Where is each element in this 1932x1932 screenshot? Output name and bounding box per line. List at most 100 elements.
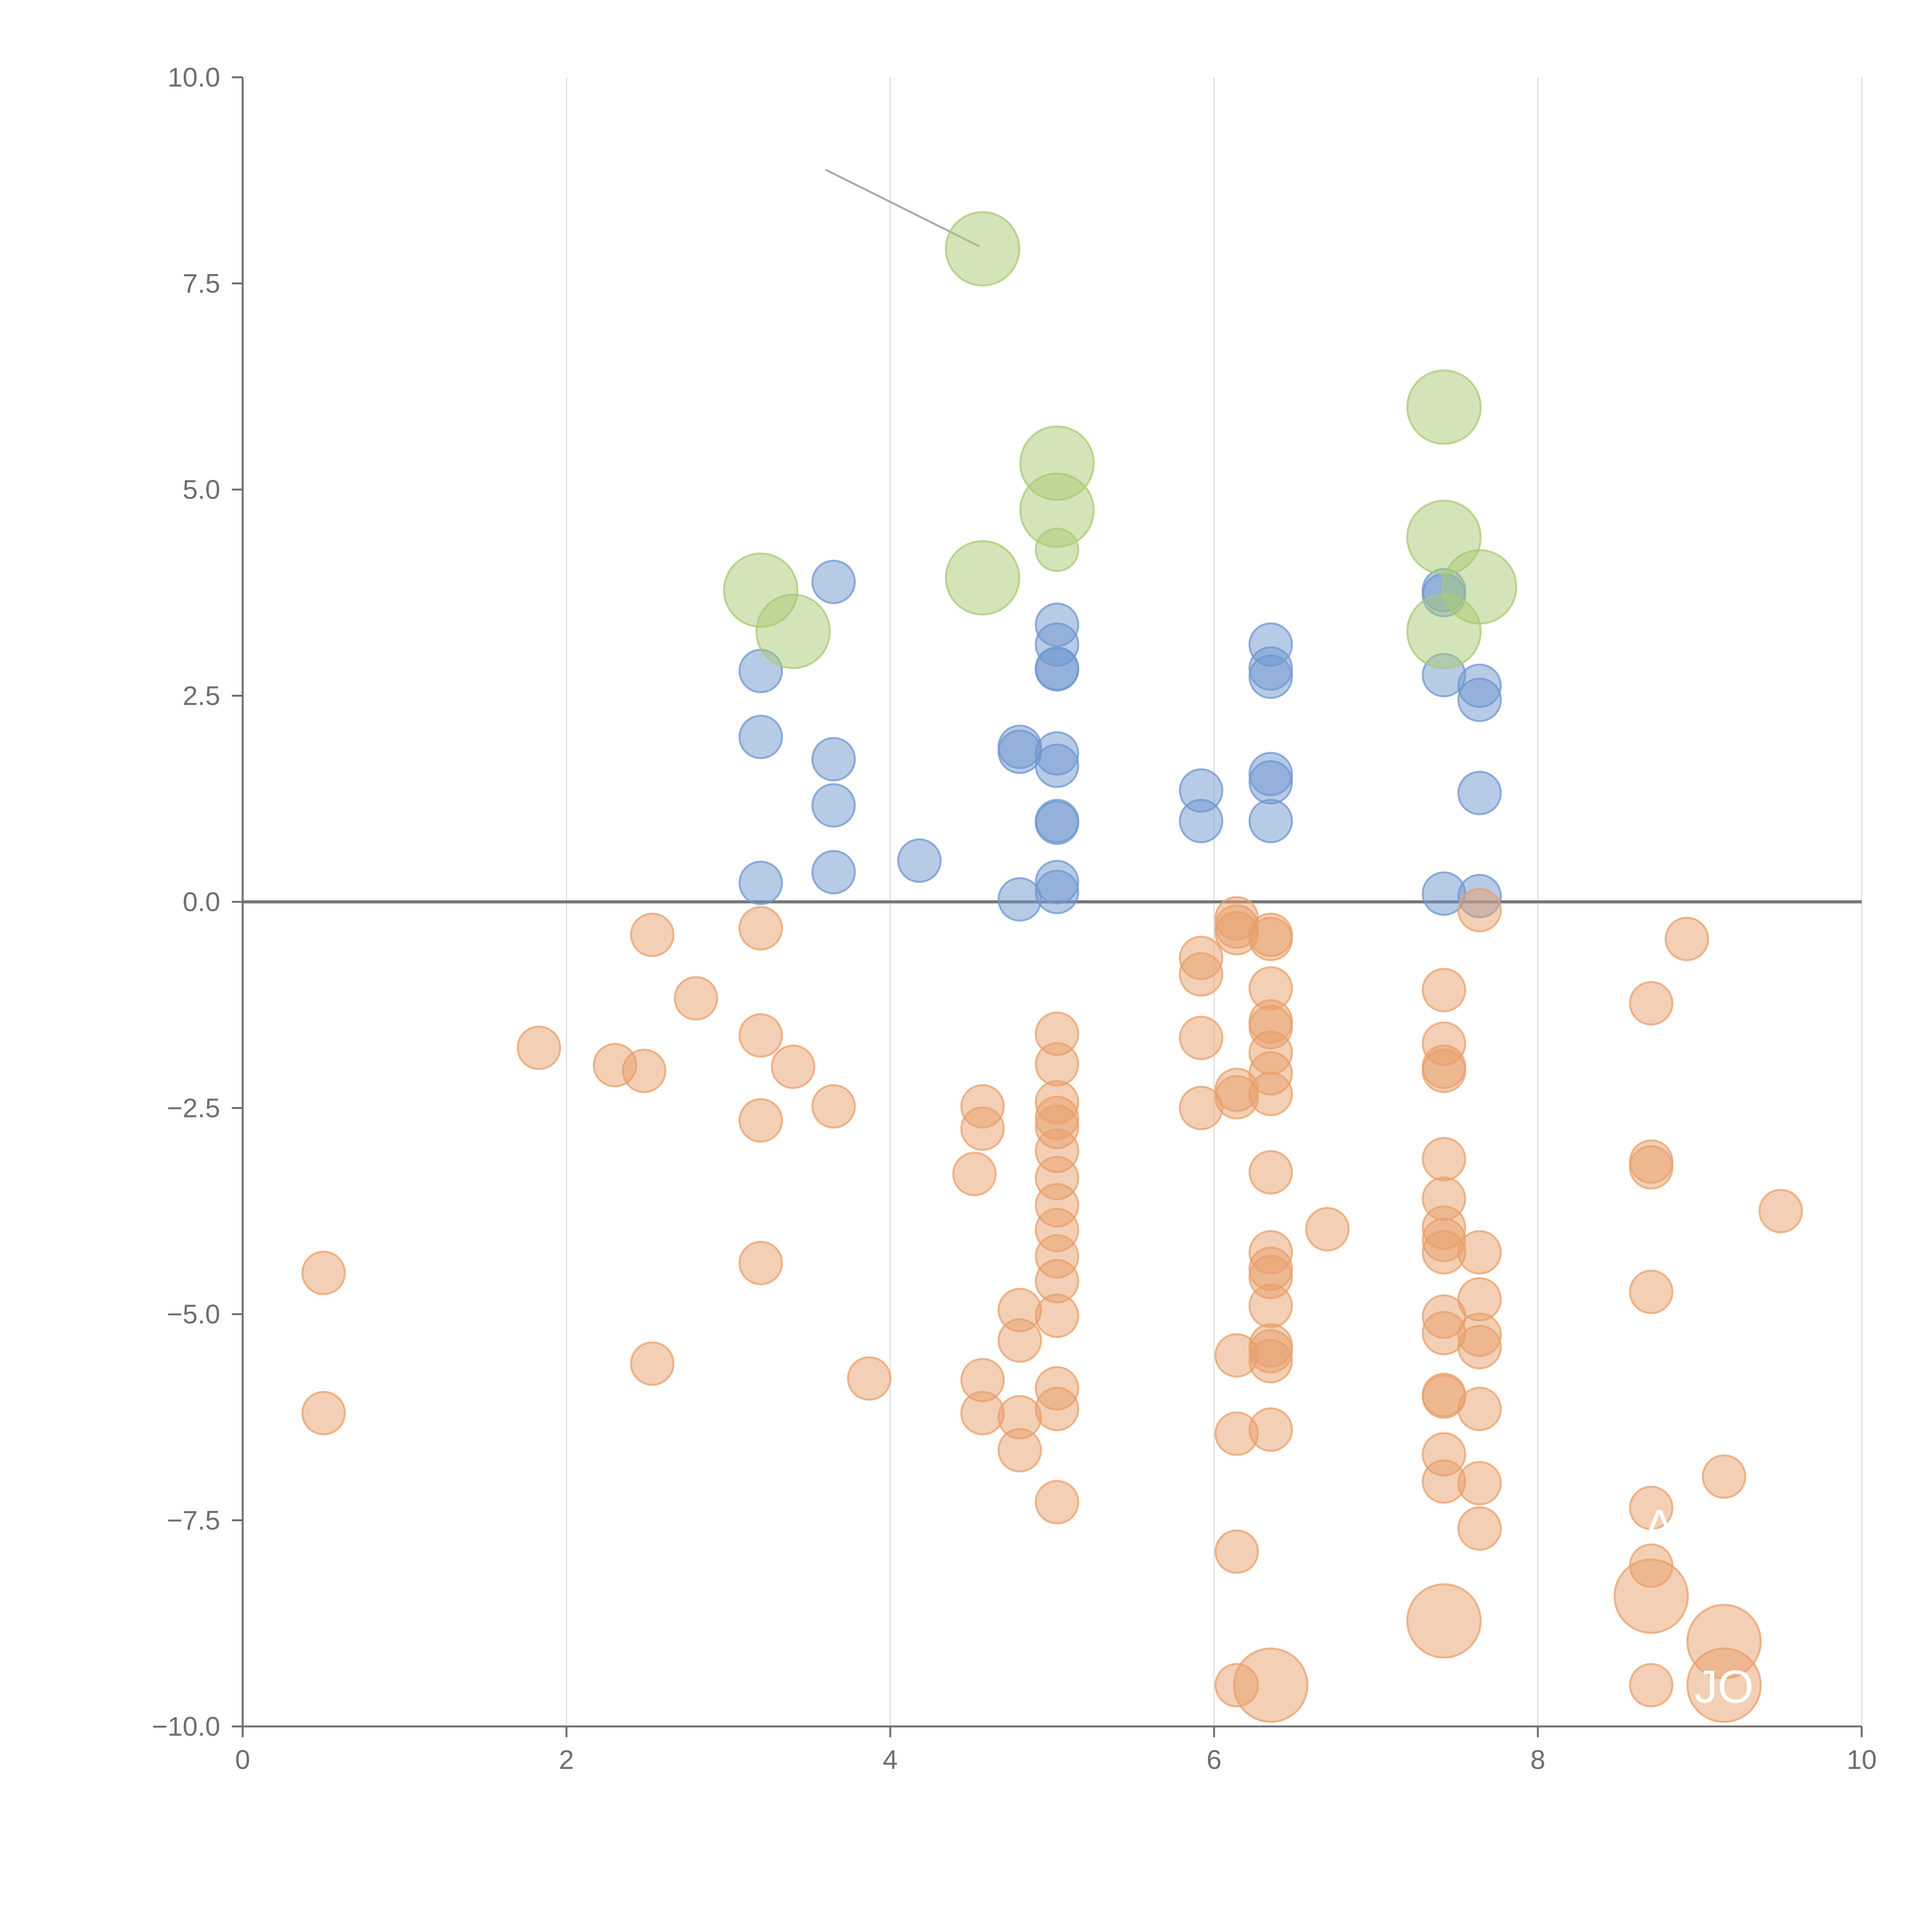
data-point	[847, 1356, 892, 1401]
data-point	[1629, 1145, 1673, 1190]
data-point	[1702, 1454, 1747, 1499]
y-tick-label: 10.0	[168, 62, 220, 92]
y-tick-label: 5.0	[183, 474, 220, 505]
data-point	[1457, 1506, 1502, 1551]
data-point	[960, 1391, 1005, 1435]
y-tick-label: 2.5	[183, 681, 220, 711]
data-point	[301, 1391, 346, 1435]
data-point	[673, 976, 718, 1021]
data-point	[1759, 1189, 1803, 1233]
data-point	[811, 737, 856, 782]
data-point	[1035, 1480, 1080, 1525]
data-point	[1406, 1583, 1482, 1659]
data-point	[738, 906, 783, 951]
data-point	[1305, 1207, 1350, 1252]
data-point	[1686, 1647, 1762, 1723]
data-point	[1035, 1042, 1080, 1087]
data-point	[1457, 888, 1502, 932]
data-point	[738, 861, 783, 905]
annotation-label: JO	[1694, 1661, 1753, 1713]
data-point	[997, 1428, 1042, 1473]
data-point	[960, 1106, 1005, 1151]
data-point	[1629, 1269, 1673, 1314]
data-point	[997, 877, 1042, 922]
data-point	[301, 1250, 346, 1295]
data-point	[1457, 1325, 1502, 1369]
data-point	[1248, 654, 1293, 699]
data-point	[1457, 1461, 1502, 1505]
data-point	[1035, 647, 1080, 692]
data-point	[1629, 981, 1673, 1026]
data-point	[1422, 968, 1466, 1012]
data-point	[1248, 1071, 1293, 1116]
data-point	[738, 714, 783, 759]
y-tick-label: −5.0	[167, 1299, 220, 1329]
data-point	[1457, 1230, 1502, 1275]
data-point	[1035, 743, 1080, 788]
data-point	[738, 1241, 783, 1286]
y-tick-label: −7.5	[167, 1505, 220, 1536]
data-point	[738, 1013, 783, 1058]
data-point	[517, 1026, 561, 1070]
data-point	[897, 838, 942, 883]
data-point	[1457, 1386, 1502, 1431]
data-point	[1035, 527, 1080, 572]
data-point	[1248, 799, 1293, 844]
data-point	[1248, 917, 1293, 961]
x-tick-label: 8	[1531, 1745, 1546, 1775]
data-point	[1406, 594, 1482, 669]
data-point	[1422, 1048, 1466, 1093]
data-point	[1179, 1015, 1223, 1060]
y-tick-label: 0.0	[183, 887, 220, 917]
data-point	[1613, 1558, 1689, 1634]
data-point	[622, 1048, 667, 1093]
data-point	[1629, 1485, 1673, 1530]
data-point	[738, 1098, 783, 1143]
data-point	[1406, 369, 1482, 445]
data-point	[811, 783, 856, 828]
data-point	[945, 540, 1020, 616]
x-tick-label: 4	[883, 1745, 898, 1775]
data-point	[755, 594, 831, 669]
x-tick-label: 2	[559, 1745, 574, 1775]
annotation-label: A	[1644, 1500, 1675, 1552]
data-point	[630, 1341, 675, 1386]
axes: 0 2 4 6 8 10 −10.0 −7.5 −5.0 −2.5 0.0 2.5 5.0 7.5 10.0	[152, 62, 1877, 1775]
data-point	[1179, 799, 1223, 844]
data-point	[1457, 770, 1502, 815]
data-point	[1035, 800, 1080, 845]
data-point	[1248, 1150, 1293, 1195]
data-point	[945, 211, 1020, 287]
x-tick-label: 0	[235, 1745, 250, 1775]
y-tick-label: 7.5	[183, 269, 220, 299]
data-point	[1035, 869, 1080, 914]
x-tick-label: 10	[1847, 1745, 1877, 1775]
data-point	[771, 1044, 816, 1089]
data-point	[1035, 1386, 1080, 1431]
data-points	[301, 211, 1803, 1723]
data-point	[811, 560, 856, 604]
annotation-labels: JO A	[1644, 1500, 1753, 1713]
data-point	[1248, 1339, 1293, 1384]
data-point	[1035, 1293, 1080, 1338]
data-point	[811, 1084, 856, 1129]
data-point	[1248, 760, 1293, 805]
x-tick-label: 6	[1207, 1745, 1222, 1775]
data-point	[1422, 1137, 1466, 1182]
data-point	[952, 1151, 997, 1196]
data-point	[1214, 1529, 1259, 1574]
y-tick-label: −10.0	[152, 1711, 220, 1742]
data-point	[1179, 952, 1223, 997]
data-point	[1233, 1647, 1309, 1723]
data-point	[1629, 1663, 1673, 1708]
data-point	[1248, 1407, 1293, 1452]
data-point	[1664, 917, 1709, 961]
y-tick-label: −2.5	[167, 1093, 220, 1123]
data-point	[1248, 1284, 1293, 1328]
data-point	[997, 1318, 1042, 1363]
data-point	[811, 850, 856, 895]
data-point	[1457, 677, 1502, 722]
data-point	[997, 730, 1042, 774]
data-point	[630, 912, 675, 957]
